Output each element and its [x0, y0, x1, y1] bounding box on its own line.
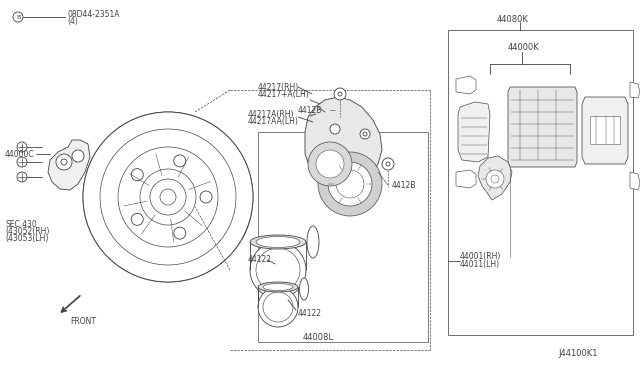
Circle shape: [17, 157, 27, 167]
Ellipse shape: [258, 282, 298, 292]
Text: 08D44-2351A: 08D44-2351A: [67, 10, 120, 19]
Polygon shape: [83, 112, 253, 282]
Text: (43053(LH): (43053(LH): [5, 234, 49, 243]
Circle shape: [336, 170, 364, 198]
Circle shape: [17, 142, 27, 152]
Ellipse shape: [263, 283, 293, 291]
Circle shape: [330, 124, 340, 134]
Circle shape: [486, 170, 504, 188]
Circle shape: [491, 175, 499, 183]
Ellipse shape: [307, 226, 319, 258]
Circle shape: [13, 12, 23, 22]
Circle shape: [131, 213, 143, 225]
Circle shape: [250, 242, 306, 298]
Text: 44122: 44122: [248, 256, 272, 264]
Ellipse shape: [300, 278, 308, 300]
Circle shape: [263, 292, 293, 322]
Text: 44217A(RH): 44217A(RH): [248, 109, 294, 119]
Text: 44001(RH): 44001(RH): [460, 253, 501, 262]
Text: 4412B: 4412B: [392, 180, 417, 189]
Circle shape: [131, 169, 143, 181]
Circle shape: [338, 92, 342, 96]
Bar: [258, 132, 428, 342]
Text: 44217(RH): 44217(RH): [258, 83, 300, 92]
Text: J44100K1: J44100K1: [558, 350, 598, 359]
Text: 44008L: 44008L: [303, 333, 333, 341]
Polygon shape: [48, 140, 90, 190]
Polygon shape: [456, 76, 476, 94]
Text: (4): (4): [67, 16, 78, 26]
Text: 44080K: 44080K: [497, 15, 529, 23]
Circle shape: [328, 162, 372, 206]
Polygon shape: [305, 97, 382, 188]
Circle shape: [318, 152, 382, 216]
Text: 44217+A(LH): 44217+A(LH): [258, 90, 310, 99]
Circle shape: [360, 129, 370, 139]
Text: 44000K: 44000K: [508, 42, 540, 51]
Text: SEC.430: SEC.430: [5, 219, 36, 228]
Circle shape: [56, 154, 72, 170]
Text: 4412B: 4412B: [298, 106, 323, 115]
Text: (43052(RH): (43052(RH): [5, 227, 49, 235]
Circle shape: [363, 132, 367, 136]
Circle shape: [17, 172, 27, 182]
Circle shape: [61, 159, 67, 165]
Bar: [590, 116, 620, 144]
Polygon shape: [458, 102, 490, 162]
Circle shape: [308, 142, 352, 186]
Circle shape: [316, 150, 344, 178]
Text: B: B: [16, 15, 20, 19]
Text: FRONT: FRONT: [70, 317, 96, 327]
Text: 44011(LH): 44011(LH): [460, 260, 500, 269]
Ellipse shape: [256, 237, 300, 247]
Text: 44122: 44122: [298, 310, 322, 318]
Bar: [448, 30, 633, 335]
Circle shape: [200, 191, 212, 203]
Polygon shape: [630, 172, 640, 190]
Polygon shape: [456, 170, 476, 188]
Circle shape: [173, 155, 186, 167]
Circle shape: [334, 88, 346, 100]
Text: 44217AA(LH): 44217AA(LH): [248, 116, 299, 125]
Text: 44000C: 44000C: [5, 150, 35, 158]
Circle shape: [386, 162, 390, 166]
Circle shape: [258, 287, 298, 327]
Circle shape: [83, 112, 253, 282]
Circle shape: [72, 150, 84, 162]
Circle shape: [173, 227, 186, 239]
Polygon shape: [478, 156, 512, 200]
Circle shape: [382, 158, 394, 170]
Polygon shape: [582, 97, 628, 164]
Circle shape: [256, 248, 300, 292]
Polygon shape: [508, 87, 577, 167]
Ellipse shape: [250, 235, 306, 249]
Polygon shape: [630, 82, 640, 98]
